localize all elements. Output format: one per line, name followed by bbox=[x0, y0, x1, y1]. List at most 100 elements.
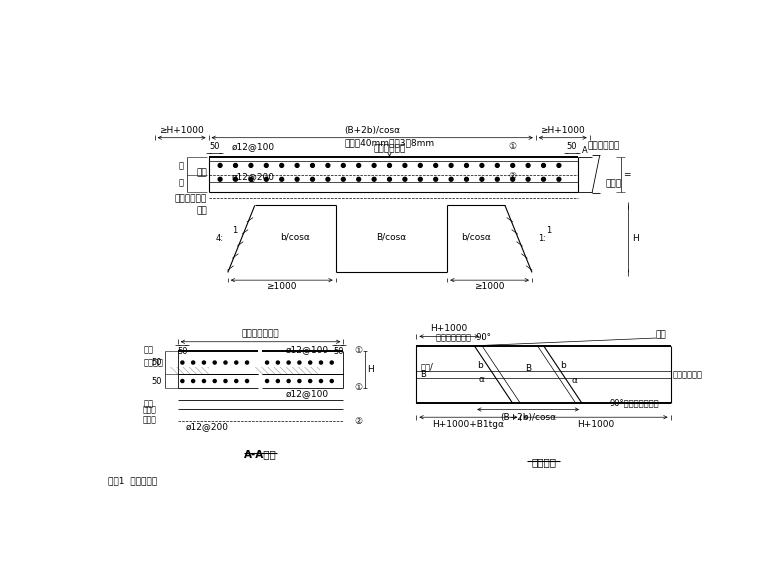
Text: 90°普通混凝土面板: 90°普通混凝土面板 bbox=[610, 398, 659, 407]
Circle shape bbox=[202, 361, 205, 364]
Circle shape bbox=[192, 380, 195, 382]
Circle shape bbox=[356, 164, 361, 168]
Circle shape bbox=[434, 164, 438, 168]
Circle shape bbox=[181, 380, 184, 382]
Circle shape bbox=[418, 164, 423, 168]
Circle shape bbox=[480, 177, 484, 181]
Circle shape bbox=[245, 361, 249, 364]
Circle shape bbox=[480, 164, 484, 168]
Text: ≥1000: ≥1000 bbox=[474, 283, 505, 291]
Circle shape bbox=[511, 177, 515, 181]
Circle shape bbox=[496, 177, 499, 181]
Circle shape bbox=[496, 164, 499, 168]
Circle shape bbox=[213, 361, 217, 364]
Circle shape bbox=[356, 177, 361, 181]
Circle shape bbox=[372, 177, 376, 181]
Circle shape bbox=[218, 177, 222, 181]
Circle shape bbox=[311, 177, 315, 181]
Circle shape bbox=[418, 177, 423, 181]
Text: 切缝深40mm，宽3～8mm: 切缝深40mm，宽3～8mm bbox=[344, 139, 435, 148]
Text: 沥: 沥 bbox=[178, 161, 183, 170]
Circle shape bbox=[277, 380, 280, 382]
Circle shape bbox=[245, 380, 249, 382]
Circle shape bbox=[298, 380, 301, 382]
Text: 传力杆: 传力杆 bbox=[605, 180, 621, 189]
Circle shape bbox=[557, 164, 561, 168]
Text: H+1000+B1tgα: H+1000+B1tgα bbox=[432, 420, 505, 429]
Circle shape bbox=[295, 177, 299, 181]
Circle shape bbox=[287, 380, 290, 382]
Circle shape bbox=[181, 361, 184, 364]
Text: 50: 50 bbox=[152, 377, 163, 385]
Text: 底基层或整层: 底基层或整层 bbox=[175, 195, 207, 204]
Circle shape bbox=[542, 177, 546, 181]
Circle shape bbox=[330, 361, 334, 364]
Text: H: H bbox=[632, 234, 639, 243]
Text: ①: ① bbox=[355, 347, 363, 356]
Circle shape bbox=[277, 361, 280, 364]
Text: (B+2b)/cosα: (B+2b)/cosα bbox=[500, 413, 556, 422]
Text: 液压力杆平缝: 液压力杆平缝 bbox=[587, 142, 619, 151]
Circle shape bbox=[233, 177, 237, 181]
Text: 50: 50 bbox=[177, 347, 188, 356]
Circle shape bbox=[511, 164, 515, 168]
Circle shape bbox=[326, 177, 330, 181]
Text: 纵缝/: 纵缝/ bbox=[420, 363, 433, 371]
Text: 设传力杆平缝: 设传力杆平缝 bbox=[673, 370, 703, 379]
Circle shape bbox=[330, 380, 334, 382]
Text: 50: 50 bbox=[152, 358, 163, 367]
Text: ø12@200: ø12@200 bbox=[185, 422, 229, 431]
Text: 1:: 1: bbox=[538, 234, 546, 243]
Text: b/cosα: b/cosα bbox=[461, 233, 491, 242]
Circle shape bbox=[319, 361, 322, 364]
Text: ②: ② bbox=[508, 172, 517, 181]
Text: b/cosα: b/cosα bbox=[280, 233, 310, 242]
Text: A-A断面: A-A断面 bbox=[244, 450, 277, 459]
Text: ≥H+1000: ≥H+1000 bbox=[160, 125, 204, 135]
Text: 底基层
及垫层: 底基层 及垫层 bbox=[143, 405, 157, 424]
Circle shape bbox=[249, 164, 253, 168]
Circle shape bbox=[388, 164, 391, 168]
Circle shape bbox=[403, 177, 407, 181]
Circle shape bbox=[311, 164, 315, 168]
Circle shape bbox=[557, 177, 561, 181]
Text: H+1000: H+1000 bbox=[577, 420, 614, 429]
Text: 普通混凝土面板  90°: 普通混凝土面板 90° bbox=[435, 333, 490, 342]
Text: ≥1000: ≥1000 bbox=[267, 283, 297, 291]
Circle shape bbox=[449, 164, 453, 168]
Text: ①: ① bbox=[355, 384, 363, 393]
Circle shape bbox=[341, 177, 345, 181]
Circle shape bbox=[265, 361, 268, 364]
Text: A: A bbox=[582, 146, 587, 154]
Circle shape bbox=[218, 164, 222, 168]
Circle shape bbox=[213, 380, 217, 382]
Text: ø12@100: ø12@100 bbox=[286, 345, 328, 354]
Text: b: b bbox=[560, 361, 565, 370]
Circle shape bbox=[264, 164, 268, 168]
Circle shape bbox=[388, 177, 391, 181]
Text: 50: 50 bbox=[334, 347, 344, 356]
Circle shape bbox=[249, 177, 253, 181]
Text: 二垫: 二垫 bbox=[196, 206, 207, 215]
Circle shape bbox=[264, 177, 268, 181]
Circle shape bbox=[224, 380, 227, 382]
Text: 1: 1 bbox=[546, 226, 551, 235]
Circle shape bbox=[464, 177, 468, 181]
Circle shape bbox=[280, 177, 283, 181]
Text: ø12@100: ø12@100 bbox=[286, 389, 328, 398]
Text: 拉杆: 拉杆 bbox=[143, 345, 153, 354]
Circle shape bbox=[202, 380, 205, 382]
Text: 纵向缩缝: 纵向缩缝 bbox=[143, 358, 163, 367]
Text: B/cosα: B/cosα bbox=[376, 233, 407, 242]
Circle shape bbox=[449, 177, 453, 181]
Circle shape bbox=[233, 164, 237, 168]
Text: 切缝: 切缝 bbox=[655, 331, 666, 340]
Circle shape bbox=[280, 164, 283, 168]
Circle shape bbox=[287, 361, 290, 364]
Text: 50: 50 bbox=[210, 142, 220, 151]
Text: B: B bbox=[420, 370, 426, 379]
Text: H: H bbox=[367, 365, 374, 374]
Circle shape bbox=[295, 164, 299, 168]
Text: ≥H+1000: ≥H+1000 bbox=[540, 125, 585, 135]
Text: 4:: 4: bbox=[216, 234, 224, 243]
